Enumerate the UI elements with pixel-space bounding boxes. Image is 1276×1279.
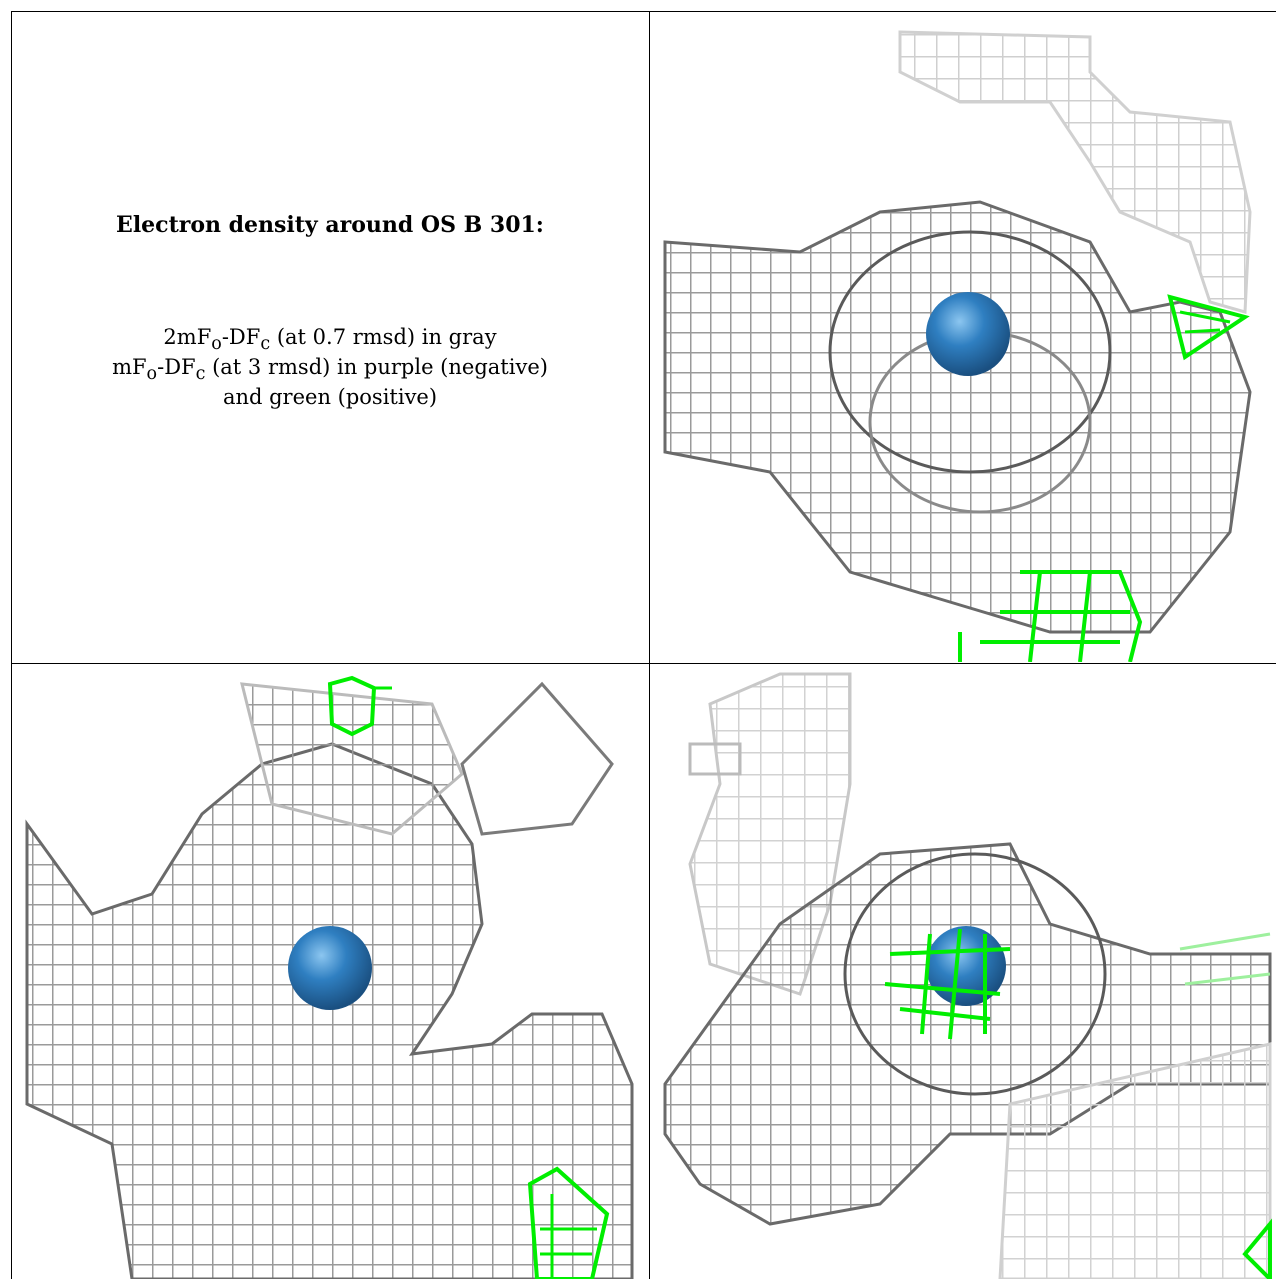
mesh-graphic-bottom-right <box>663 672 1272 1279</box>
caption-line-1: 2mFo-DFc (at 0.7 rmsd) in gray <box>163 325 497 355</box>
mesh-graphic-top-right <box>663 30 1252 662</box>
caption-title: Electron density around OS B 301: <box>116 212 544 238</box>
center-border <box>649 11 650 1279</box>
left-border <box>11 11 12 1279</box>
osmium-atom-1 <box>926 292 1010 376</box>
top-border <box>12 11 1276 12</box>
density-view-top-right <box>650 12 1276 662</box>
density-view-bottom-right <box>650 664 1276 1279</box>
caption-panel: Electron density around OS B 301: 2mFo-D… <box>12 12 648 662</box>
mesh-graphic-bottom-left <box>25 675 634 1279</box>
osmium-atom-2 <box>288 926 372 1010</box>
caption-line-2: mFo-DFc (at 3 rmsd) in purple (negative) <box>112 355 548 385</box>
density-view-bottom-left <box>12 664 648 1279</box>
caption-line-3: and green (positive) <box>222 385 438 409</box>
middle-border <box>12 663 1276 664</box>
